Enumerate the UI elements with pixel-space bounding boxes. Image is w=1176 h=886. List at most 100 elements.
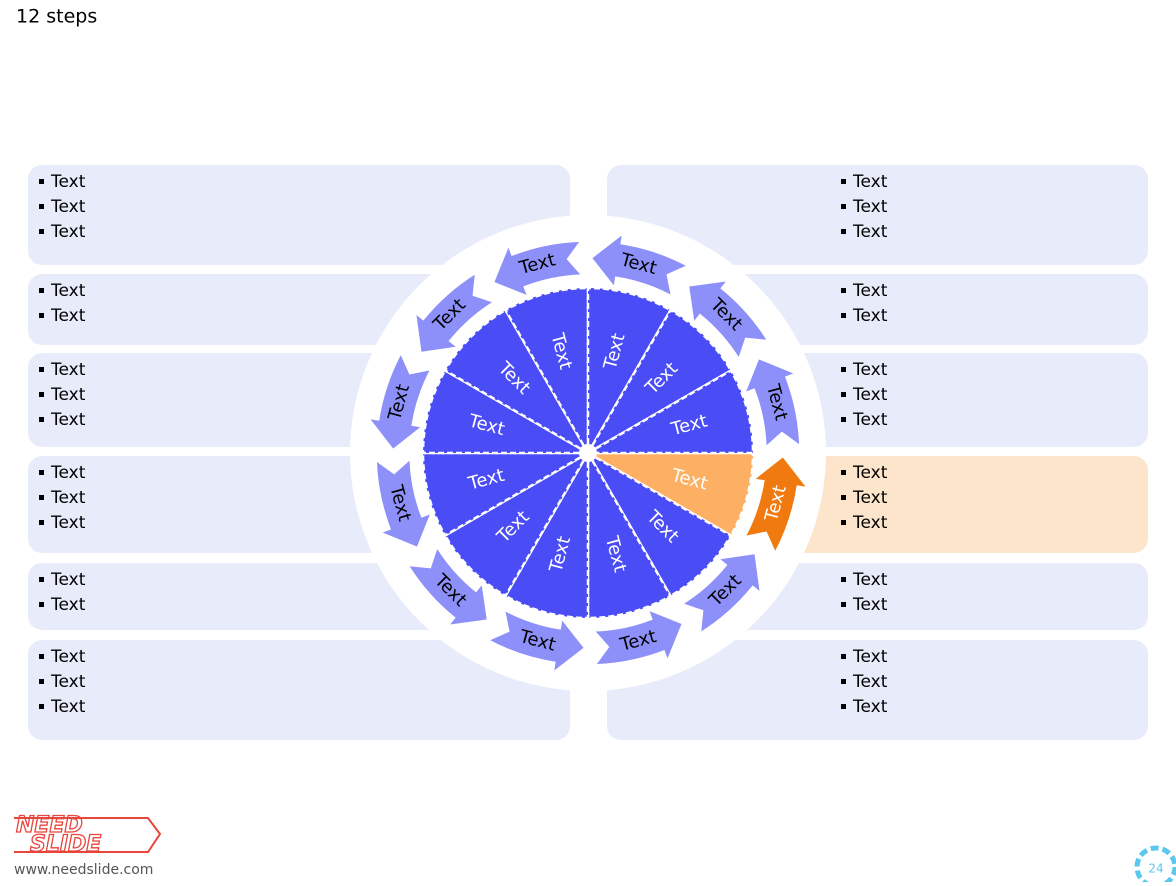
panel-item: Text: [852, 647, 888, 667]
bullet: [841, 367, 846, 372]
arrow: [486, 608, 586, 675]
logo-text: NEED: [16, 813, 83, 838]
bullet: [39, 288, 44, 293]
panel-item: Text: [50, 306, 86, 326]
panel: [607, 640, 1148, 740]
panel-item: Text: [852, 306, 888, 326]
panel-item: Text: [852, 513, 888, 533]
bullet: [841, 679, 846, 684]
panel-item: Text: [852, 197, 888, 217]
panel-item: Text: [50, 385, 86, 405]
page-number: 24: [1148, 862, 1163, 876]
panel-item: Text: [50, 281, 86, 301]
slice: [584, 308, 733, 457]
panel-item: Text: [50, 197, 86, 217]
arrow: [366, 351, 433, 451]
panel-item: Text: [852, 672, 888, 692]
logo-arrow: [14, 817, 162, 853]
panel: [607, 165, 1148, 265]
panel-item: Text: [852, 697, 888, 717]
bullet: [841, 417, 846, 422]
slice: [421, 451, 593, 538]
bullet: [841, 204, 846, 209]
bullet: [841, 520, 846, 525]
bullet: [39, 179, 44, 184]
bullet: [39, 602, 44, 607]
slice: [586, 286, 673, 458]
bullet: [39, 577, 44, 582]
bullet: [39, 679, 44, 684]
panel-item: Text: [852, 222, 888, 242]
panel-item: Text: [50, 697, 86, 717]
logo: NEED SLIDE: [14, 812, 162, 858]
arrow: [680, 552, 762, 635]
panel-item: Text: [852, 281, 888, 301]
panel-item: Text: [50, 172, 86, 192]
slice: [586, 448, 673, 620]
slice: [584, 449, 733, 598]
bullet: [39, 417, 44, 422]
bullet: [39, 495, 44, 500]
bullet: [39, 520, 44, 525]
panel-item: Text: [50, 360, 86, 380]
bullet: [841, 602, 846, 607]
arrow: [414, 271, 496, 354]
panel-item: Text: [50, 222, 86, 242]
slice: [583, 451, 755, 538]
panel-item: Text: [50, 595, 86, 615]
bullet: [841, 704, 846, 709]
bullet: [39, 654, 44, 659]
panel-item: Text: [852, 360, 888, 380]
panel-item: Text: [852, 488, 888, 508]
bullet: [39, 229, 44, 234]
bullet: [39, 313, 44, 318]
bullet: [39, 204, 44, 209]
url: www.needslide.com: [14, 862, 153, 878]
hub: [579, 444, 597, 462]
page-badge: [1134, 845, 1176, 886]
panel-item: Text: [852, 463, 888, 483]
arrow: [687, 279, 770, 361]
bullet: [841, 288, 846, 293]
panel-item: Text: [50, 410, 86, 430]
bullet: [39, 470, 44, 475]
bullet: [841, 495, 846, 500]
panel-item: Text: [50, 672, 86, 692]
slice: [421, 368, 593, 455]
panel-item: Text: [852, 410, 888, 430]
arrow: [406, 545, 489, 627]
panel-item: Text: [852, 172, 888, 192]
logo-text: SLIDE: [30, 832, 101, 857]
panel-item: Text: [852, 595, 888, 615]
title: 12 steps: [16, 6, 97, 28]
bullet: [39, 704, 44, 709]
panel: [28, 165, 570, 265]
panel-item: Text: [50, 570, 86, 590]
bullet: [841, 654, 846, 659]
panel-item: Text: [50, 647, 86, 667]
slice: [443, 449, 592, 598]
bullet: [39, 392, 44, 397]
bullet: [841, 577, 846, 582]
panel-item: Text: [852, 385, 888, 405]
arrow: [590, 231, 690, 298]
arrow: [743, 455, 810, 555]
panel-item: Text: [852, 570, 888, 590]
arrow: [743, 357, 801, 449]
bullet: [841, 179, 846, 184]
slice: [583, 368, 755, 455]
panel-item: Text: [50, 463, 86, 483]
slice: [503, 286, 590, 458]
arrow: [375, 457, 433, 549]
bullet: [841, 392, 846, 397]
panel-item: Text: [50, 513, 86, 533]
slice: [503, 448, 590, 620]
bullet: [841, 470, 846, 475]
arrow: [492, 240, 584, 298]
arrow: [592, 608, 684, 666]
bullet: [841, 229, 846, 234]
panel: [28, 640, 570, 740]
bullet: [841, 313, 846, 318]
bullet: [39, 367, 44, 372]
